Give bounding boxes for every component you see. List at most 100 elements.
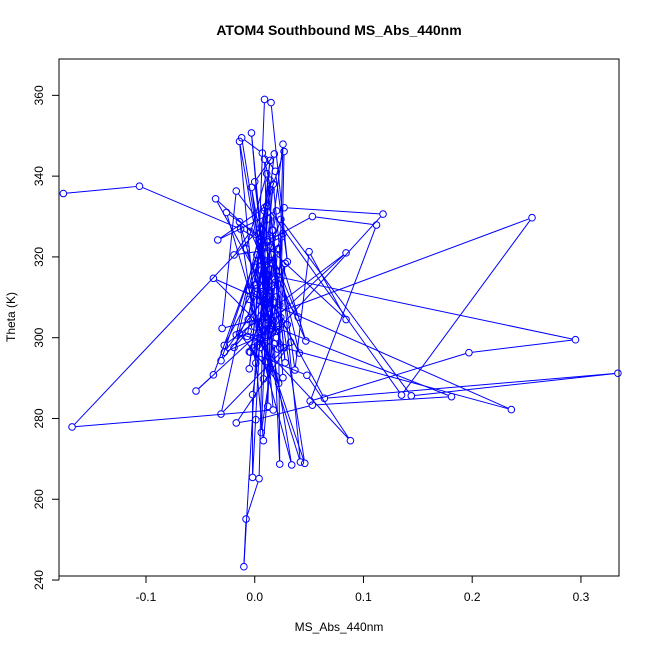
data-point bbox=[272, 293, 281, 301]
series-segment bbox=[273, 347, 281, 461]
series-segment bbox=[248, 183, 270, 317]
series-segment bbox=[263, 306, 266, 359]
data-point bbox=[274, 325, 283, 334]
data-point bbox=[260, 257, 269, 266]
data-point bbox=[230, 343, 238, 352]
x-tick-label: 0.3 bbox=[573, 590, 590, 604]
data-point bbox=[245, 364, 254, 373]
data-point bbox=[447, 392, 456, 401]
data-point bbox=[263, 271, 272, 279]
data-point bbox=[268, 321, 276, 329]
data-point bbox=[274, 244, 283, 253]
data-point bbox=[277, 215, 285, 224]
data-point bbox=[266, 156, 274, 165]
data-point bbox=[232, 419, 241, 427]
points-layer bbox=[59, 95, 622, 571]
series-segment bbox=[259, 405, 310, 420]
data-point bbox=[275, 460, 284, 468]
data-point bbox=[342, 249, 350, 257]
data-point bbox=[213, 236, 222, 244]
data-point bbox=[222, 208, 231, 217]
data-point bbox=[248, 473, 257, 482]
series-segment bbox=[270, 252, 278, 326]
data-point bbox=[260, 203, 269, 212]
data-point bbox=[275, 267, 284, 275]
x-tick-label: 0.0 bbox=[246, 590, 263, 604]
data-point bbox=[262, 292, 271, 300]
data-point bbox=[259, 436, 268, 445]
series-segment bbox=[403, 220, 531, 393]
data-point bbox=[209, 274, 218, 283]
series-segment bbox=[265, 249, 305, 338]
data-point bbox=[260, 95, 269, 104]
data-point bbox=[256, 343, 264, 352]
data-point bbox=[296, 458, 305, 466]
series-segment bbox=[268, 208, 400, 393]
series-segment bbox=[280, 274, 299, 350]
data-point bbox=[571, 335, 580, 344]
series-segment bbox=[472, 339, 573, 353]
y-tick-label: 280 bbox=[32, 408, 46, 428]
data-point bbox=[68, 423, 76, 431]
data-point bbox=[300, 459, 309, 468]
series-segment bbox=[198, 376, 212, 389]
series-segment bbox=[310, 228, 376, 399]
data-point bbox=[256, 333, 264, 342]
data-point bbox=[346, 436, 355, 445]
data-point bbox=[242, 515, 250, 523]
data-point bbox=[235, 217, 244, 226]
data-point bbox=[281, 259, 289, 268]
series-segment bbox=[252, 352, 304, 375]
y-tick-label: 260 bbox=[32, 489, 46, 509]
series-segment bbox=[269, 328, 273, 366]
y-tick-label: 360 bbox=[32, 85, 46, 105]
data-point bbox=[260, 155, 269, 163]
data-point bbox=[246, 227, 255, 236]
series-segment bbox=[246, 251, 272, 323]
data-point bbox=[230, 251, 238, 259]
series-segment bbox=[222, 306, 265, 359]
data-point bbox=[286, 338, 295, 346]
data-point bbox=[217, 410, 225, 418]
data-point bbox=[250, 322, 259, 331]
data-point bbox=[302, 337, 310, 345]
data-point bbox=[528, 213, 536, 222]
data-point bbox=[244, 327, 253, 336]
data-point bbox=[275, 343, 284, 352]
y-axis-label: Theta (K) bbox=[4, 292, 18, 342]
data-point bbox=[261, 358, 270, 366]
series-segment bbox=[261, 347, 275, 430]
data-point bbox=[259, 299, 268, 307]
series-segment bbox=[270, 106, 288, 259]
data-point bbox=[217, 356, 225, 365]
data-point bbox=[209, 371, 218, 379]
data-point bbox=[269, 281, 278, 289]
data-point bbox=[614, 369, 622, 378]
series-segment bbox=[278, 252, 306, 338]
series-segment bbox=[268, 324, 449, 396]
series-segment bbox=[268, 216, 382, 340]
data-point bbox=[218, 324, 226, 333]
y-axis: 240 260 280 300 320 340 360 bbox=[32, 85, 60, 590]
data-point bbox=[248, 390, 257, 399]
data-point bbox=[281, 358, 289, 367]
series-segment bbox=[221, 194, 237, 325]
data-point bbox=[235, 137, 244, 146]
x-axis: -0.1 0.0 0.1 0.2 0.3 bbox=[136, 575, 590, 604]
data-point bbox=[308, 212, 317, 221]
series-segment bbox=[249, 302, 262, 318]
series-segment bbox=[267, 218, 529, 317]
data-point bbox=[247, 129, 256, 137]
data-point bbox=[255, 255, 263, 264]
data-point bbox=[245, 295, 254, 304]
series-segment bbox=[223, 344, 289, 412]
data-point bbox=[255, 474, 263, 483]
data-point bbox=[255, 322, 263, 331]
series-segment bbox=[315, 396, 449, 406]
series-segment bbox=[215, 280, 257, 322]
y-tick-label: 300 bbox=[32, 327, 46, 347]
data-point bbox=[283, 320, 292, 329]
data-point bbox=[305, 247, 313, 256]
data-point bbox=[287, 461, 296, 469]
data-point bbox=[283, 257, 292, 266]
